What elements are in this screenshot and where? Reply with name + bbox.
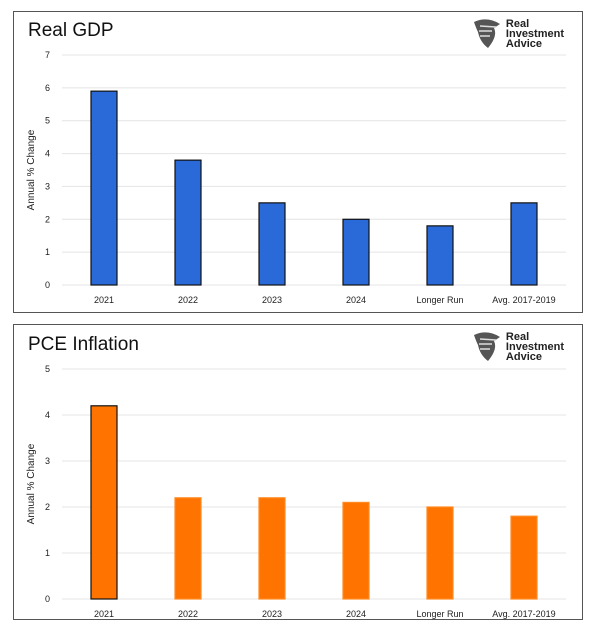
y-tick-label: 1 bbox=[45, 548, 50, 558]
y-tick-label: 2 bbox=[45, 214, 50, 224]
bar bbox=[174, 159, 202, 286]
bar bbox=[510, 202, 538, 286]
logo-line: Real bbox=[505, 331, 530, 343]
bar bbox=[90, 90, 118, 286]
bar bbox=[258, 497, 286, 600]
logo-line: Advice bbox=[505, 38, 542, 50]
x-tick-label: 2024 bbox=[346, 609, 366, 619]
y-axis-label: Annual % Change bbox=[26, 443, 37, 524]
y-tick-label: 4 bbox=[45, 149, 50, 159]
pce-panel: PCE Inflation Real Investment Advice 0 1 2 3 4… bbox=[13, 324, 583, 620]
x-tick-label: Avg. 2017-2019 bbox=[492, 609, 555, 619]
y-tick-label: 3 bbox=[45, 181, 50, 191]
gdp-panel: Real GDP Real Investment Advice 0 1 2 3 4 5 6 7 20… bbox=[13, 11, 583, 313]
chart-title: Real GDP bbox=[28, 20, 114, 41]
bar bbox=[258, 202, 286, 286]
logo: Real Investment Advice bbox=[472, 18, 564, 50]
x-tick-label: 2023 bbox=[262, 609, 282, 619]
bar bbox=[90, 405, 118, 600]
eagle-logo-icon bbox=[473, 19, 500, 48]
x-tick-label: Longer Run bbox=[416, 609, 463, 619]
x-tick-label: 2023 bbox=[262, 295, 282, 305]
y-tick-label: 5 bbox=[45, 364, 50, 374]
logo-line: Investment bbox=[505, 341, 564, 353]
bar bbox=[426, 225, 454, 286]
y-tick-label: 4 bbox=[45, 410, 50, 420]
pce-chart: 0 1 2 3 4 5 2021 2022 2023 2024 Longer Run Avg. 201… bbox=[26, 364, 566, 619]
bar bbox=[342, 218, 370, 286]
logo-line: Advice bbox=[505, 351, 542, 363]
logo: Real Investment Advice bbox=[472, 331, 564, 363]
bar bbox=[174, 497, 202, 600]
x-tick-label: 2021 bbox=[94, 295, 114, 305]
x-tick-label: 2021 bbox=[94, 609, 114, 619]
gdp-chart: 0 1 2 3 4 5 6 7 2021 2022 2023 2024 Longer Run Avg. 2… bbox=[26, 50, 566, 305]
logo-line: Real bbox=[505, 18, 530, 30]
y-axis-label: Annual % Change bbox=[26, 129, 37, 210]
x-tick-label: 2024 bbox=[346, 295, 366, 305]
y-tick-label: 3 bbox=[45, 456, 50, 466]
y-tick-label: 0 bbox=[45, 280, 50, 290]
y-tick-label: 2 bbox=[45, 502, 50, 512]
x-tick-label: 2022 bbox=[178, 295, 198, 305]
y-tick-label: 1 bbox=[45, 247, 50, 257]
bar bbox=[342, 501, 370, 600]
logo-line: Investment bbox=[505, 28, 564, 40]
bar bbox=[510, 515, 538, 600]
bar bbox=[426, 506, 454, 600]
x-tick-label: 2022 bbox=[178, 609, 198, 619]
y-tick-label: 0 bbox=[45, 594, 50, 604]
y-tick-label: 7 bbox=[45, 50, 50, 60]
x-tick-label: Avg. 2017-2019 bbox=[492, 295, 555, 305]
eagle-logo-icon bbox=[473, 332, 500, 361]
x-tick-label: Longer Run bbox=[416, 295, 463, 305]
y-tick-label: 5 bbox=[45, 116, 50, 126]
chart-title: PCE Inflation bbox=[28, 334, 139, 355]
y-tick-label: 6 bbox=[45, 83, 50, 93]
